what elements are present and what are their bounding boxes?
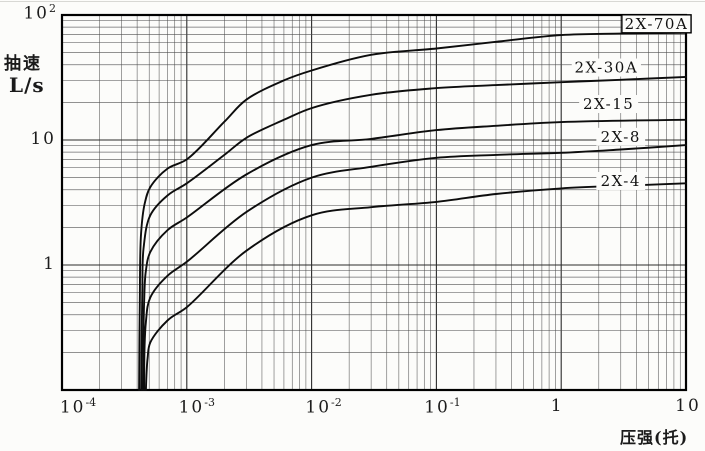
series-label-box	[621, 14, 692, 34]
curve-2X-30A	[140, 75, 687, 391]
series-label-text: 2X-15	[583, 95, 634, 113]
series-label-bg	[596, 171, 646, 190]
y-axis-title-unit: L/s	[9, 73, 45, 97]
plot-frame	[60, 13, 688, 392]
x-tick-10-3: 10-3	[178, 396, 215, 418]
grid	[61, 15, 686, 391]
x-tick-10-1: 10-1	[424, 396, 461, 418]
series-label-text: 2X-8	[601, 128, 641, 146]
scan-artifact-line	[0, 1, 705, 2]
series-label-2X-15: 2X-15	[579, 95, 639, 114]
series-label-2X-8: 2X-8	[596, 127, 646, 146]
series-label-text: 2X-70A	[625, 15, 689, 33]
series-label-bg	[596, 127, 646, 146]
x-axis-title: 压强(托)	[620, 428, 689, 447]
y-axis-title-cn: 抽速	[4, 54, 42, 74]
series-label-bg	[579, 95, 639, 114]
curve-2X-70A	[138, 31, 687, 391]
curve-2X-4	[144, 182, 687, 391]
series-label-2X-70A: 2X-70A	[621, 14, 692, 34]
curve-2X-8	[143, 144, 687, 391]
series-label-text: 2X-30A	[574, 59, 638, 77]
series-label-text: 2X-4	[601, 172, 641, 190]
series-label-bg	[571, 58, 641, 77]
x-tick-1: 1	[550, 396, 564, 416]
y-tick-1: 1	[43, 254, 56, 274]
y-tick-102: 102	[23, 2, 56, 24]
x-tick-10: 10	[675, 396, 701, 416]
x-tick-10-2: 10-2	[305, 396, 342, 418]
series-label-2X-4: 2X-4	[596, 171, 646, 190]
x-tick-10-4: 10-4	[59, 396, 97, 418]
curve-2X-15	[141, 118, 687, 391]
y-tick-10: 10	[30, 129, 56, 149]
series-label-2X-30A: 2X-30A	[571, 58, 641, 77]
